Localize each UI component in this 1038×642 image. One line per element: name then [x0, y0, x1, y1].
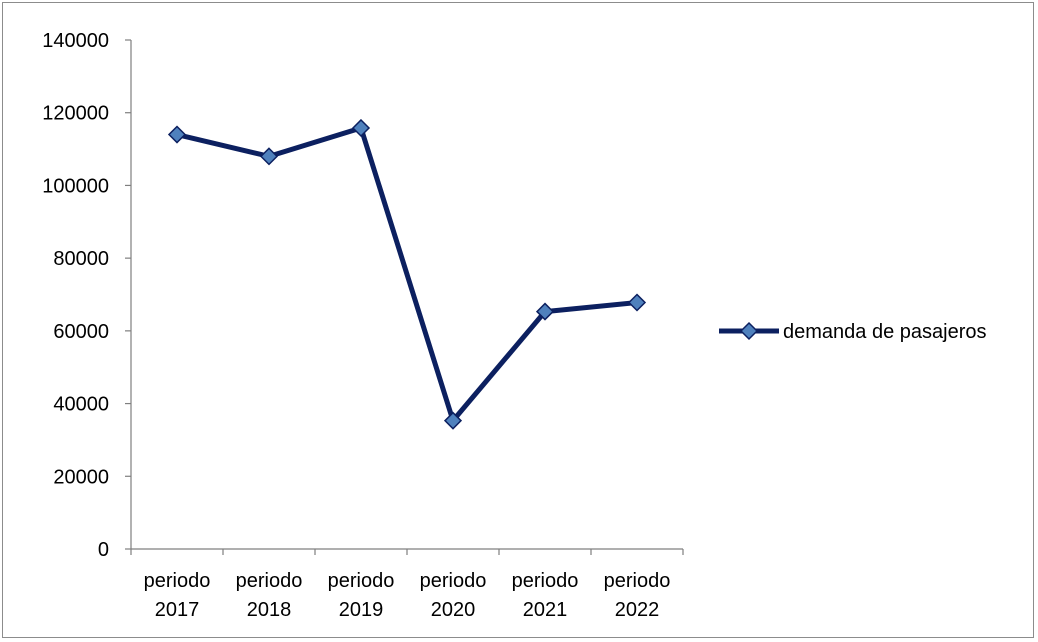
y-tick-label: 0 [98, 539, 109, 561]
legend-marker [739, 321, 759, 341]
y-tick-label: 120000 [42, 103, 109, 125]
data-point-marker [351, 118, 371, 138]
x-tick-label-line: periodo [512, 570, 579, 592]
series-group [167, 118, 647, 430]
y-tick-label: 20000 [53, 466, 109, 488]
x-tick-label: periodo 2019 [328, 570, 395, 621]
x-tick-label: periodo 2022 [604, 570, 671, 621]
y-tick-label: 60000 [53, 321, 109, 343]
y-tick-label: 80000 [53, 248, 109, 270]
x-tick-label-line: periodo [604, 570, 671, 592]
y-tick-label: 140000 [42, 30, 109, 52]
legend-label: demanda de pasajeros [783, 321, 986, 343]
series-line [174, 125, 640, 424]
x-tick-label: periodo 2020 [420, 570, 487, 621]
x-tick-label-line: 2020 [431, 599, 476, 621]
x-tick-label: periodo 2017 [144, 570, 211, 621]
axes [130, 40, 683, 550]
x-tick-label-line: periodo [144, 570, 211, 592]
line-chart: 020000400006000080000100000120000140000 … [42, 30, 986, 621]
x-tick-label-line: 2018 [247, 599, 292, 621]
x-tick-label: periodo 2021 [512, 570, 579, 621]
data-point-marker [535, 302, 555, 321]
x-tick-label-line: 2019 [339, 599, 384, 621]
y-tick-label: 40000 [53, 394, 109, 416]
x-tick-label-line: 2021 [523, 599, 568, 621]
x-tick-label-line: 2022 [615, 599, 660, 621]
data-point-marker [167, 125, 187, 144]
y-axis-ticks: 0 20000 40000 60000 80000 100000 120000 140000 [42, 30, 131, 561]
x-tick-label-line: periodo [328, 570, 395, 592]
data-point-marker [627, 293, 647, 312]
y-tick-label: 100000 [42, 175, 109, 197]
x-tick-label: periodo 2018 [236, 570, 303, 621]
data-point-marker [443, 411, 463, 430]
legend: demanda de pasajeros [719, 321, 986, 343]
x-tick-label-line: periodo [236, 570, 303, 592]
x-tick-label-line: 2017 [155, 599, 200, 621]
x-tick-label-line: periodo [420, 570, 487, 592]
data-point-marker [259, 147, 279, 166]
